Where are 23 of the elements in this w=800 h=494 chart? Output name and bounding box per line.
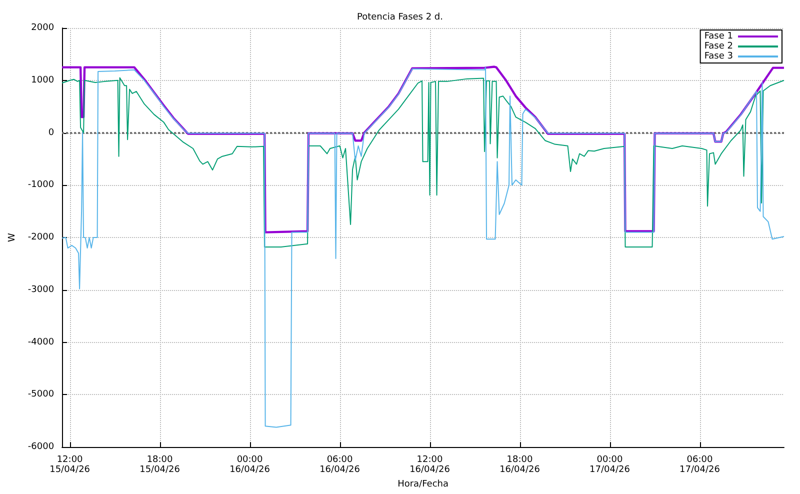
x-axis-title: Hora/Fecha: [398, 480, 448, 490]
x-tick-label: 12:00 15/04/26: [50, 455, 90, 476]
y-tick-label: -5000: [28, 390, 54, 400]
y-tick-label: 0: [48, 128, 54, 138]
x-tick-label: 00:00 17/04/26: [590, 455, 630, 476]
x-tick-label: 00:00 16/04/26: [230, 455, 270, 476]
legend-label: Fase 3: [704, 52, 733, 62]
y-axis-title: W: [8, 233, 18, 242]
y-tick-label: 2000: [31, 23, 54, 33]
y-tick-label: 1000: [31, 75, 54, 86]
y-tick-label: -1000: [28, 180, 54, 190]
chart-title: Potencia Fases 2 d.: [356, 12, 444, 22]
x-tick-label: 06:00 16/04/26: [320, 455, 360, 476]
x-tick-label: 12:00 16/04/26: [410, 455, 450, 476]
x-tick-label: 18:00 16/04/26: [500, 455, 540, 476]
y-tick-label: -3000: [28, 284, 54, 295]
y-tick-label: -4000: [28, 337, 54, 348]
x-tick-label: 06:00 17/04/26: [680, 455, 720, 476]
x-tick-label: 18:00 15/04/26: [140, 455, 180, 476]
legend-label: Fase 1: [704, 32, 733, 42]
y-tick-label: -2000: [28, 232, 54, 243]
legend-label: Fase 2: [704, 42, 733, 52]
y-tick-label: -6000: [28, 442, 54, 452]
